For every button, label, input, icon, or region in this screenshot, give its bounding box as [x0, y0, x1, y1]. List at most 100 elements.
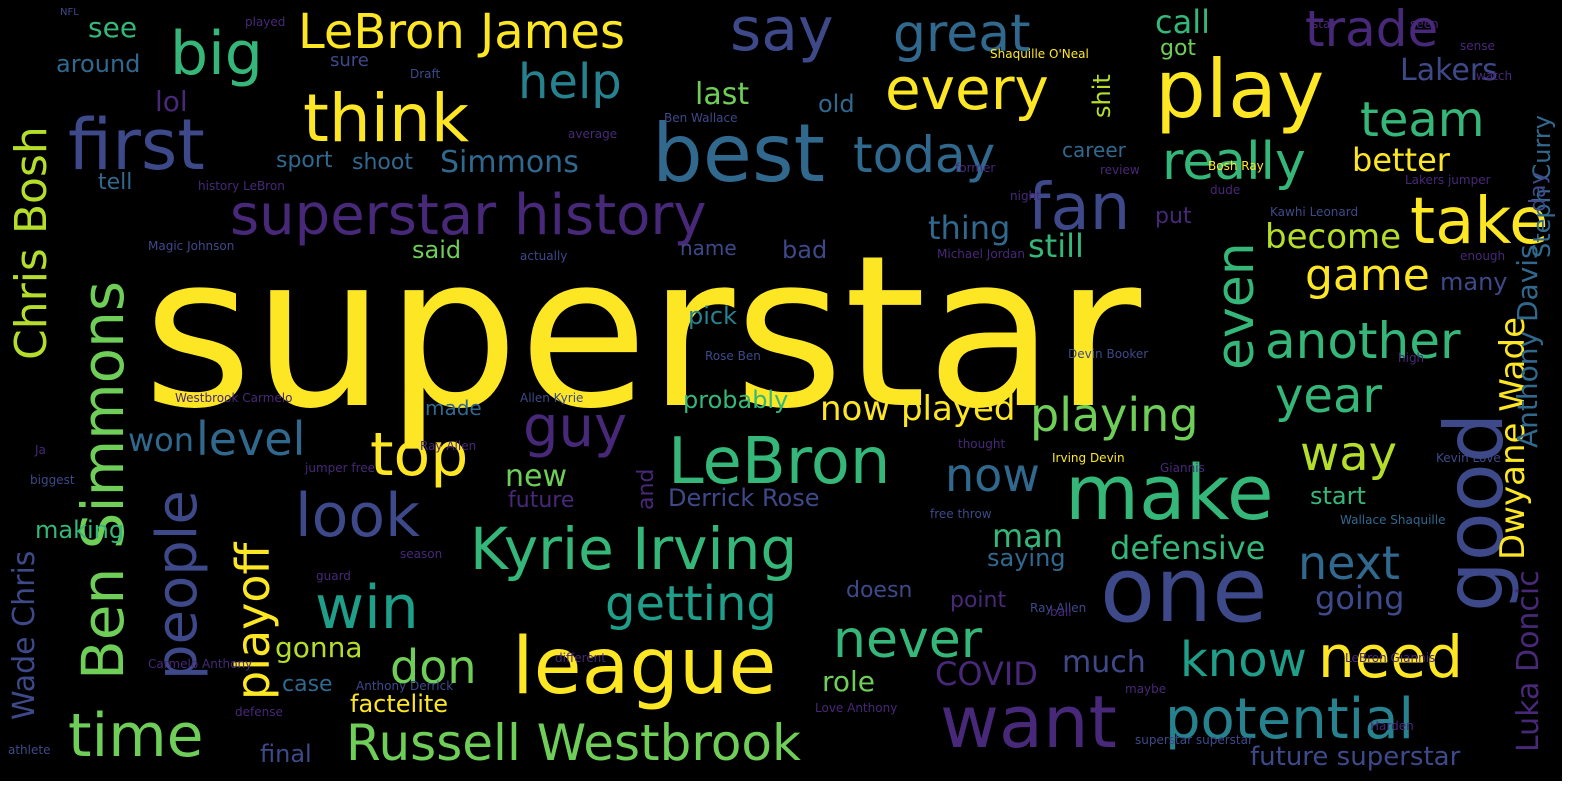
- word: Wallace Shaquille: [1340, 513, 1446, 527]
- word: make: [1065, 448, 1274, 537]
- word: year: [1275, 368, 1383, 424]
- word: Rose Ben: [705, 349, 761, 363]
- word: lol: [155, 85, 188, 118]
- word: star: [1312, 17, 1336, 31]
- word: final: [260, 740, 312, 768]
- word: many: [1440, 268, 1508, 296]
- word: top: [370, 420, 469, 490]
- word: day: [1526, 171, 1551, 212]
- word: history LeBron: [198, 179, 285, 193]
- word: team: [1360, 92, 1485, 148]
- word: said: [412, 236, 462, 264]
- word: former: [955, 161, 996, 175]
- word: Anthony Davis: [1511, 244, 1544, 448]
- word: career: [1062, 138, 1126, 162]
- word: Anthony Derrick: [356, 679, 454, 693]
- word: high: [1398, 351, 1425, 365]
- word: tell: [98, 170, 133, 195]
- word: pick: [688, 302, 737, 330]
- word: Lakers jumper: [1405, 173, 1491, 187]
- word: average: [568, 127, 618, 141]
- word: one: [1100, 538, 1268, 643]
- word: league: [512, 622, 777, 712]
- word: call: [1155, 3, 1210, 41]
- word: Love Anthony: [815, 701, 898, 715]
- word: future superstar: [1250, 742, 1461, 772]
- word: put: [1155, 204, 1192, 229]
- word: superstar history: [230, 183, 707, 248]
- word: enough: [1460, 249, 1506, 263]
- word: win: [315, 573, 419, 643]
- word: guard: [316, 569, 351, 583]
- word: Ray Allen: [420, 439, 477, 453]
- word: Bosh Ray: [1208, 159, 1264, 173]
- word: first: [68, 104, 205, 186]
- word: don: [390, 640, 477, 694]
- word: superstar: [143, 210, 1142, 455]
- word: Draft: [410, 67, 441, 81]
- word: shoot: [352, 150, 413, 175]
- word: next: [1298, 536, 1400, 590]
- word: Magic Johnson: [148, 239, 235, 253]
- word: see: [88, 11, 138, 44]
- word: future: [508, 488, 575, 513]
- word: COVID: [935, 655, 1038, 693]
- word: actually: [520, 249, 568, 263]
- word: watch: [1476, 69, 1513, 83]
- word: Devin Booker: [1068, 347, 1149, 361]
- word: dude: [1210, 183, 1241, 197]
- word: last: [695, 77, 750, 112]
- word: best: [652, 107, 826, 200]
- word: game: [1305, 250, 1430, 301]
- word: potential: [1165, 687, 1415, 752]
- word: Ben Wallace: [664, 111, 738, 125]
- word: defensive: [1110, 529, 1266, 567]
- word: Kevin Love: [1436, 451, 1501, 465]
- word: old: [818, 90, 855, 118]
- word: new: [505, 459, 568, 494]
- word: great: [893, 4, 1031, 64]
- word: much: [1062, 645, 1146, 680]
- word: shit: [1088, 74, 1116, 118]
- word: Harden: [1370, 719, 1414, 733]
- word: every: [885, 55, 1049, 123]
- word: biggest: [30, 473, 75, 487]
- word: never: [833, 610, 983, 670]
- word: Chris Bosh: [6, 126, 57, 360]
- word: NFL: [60, 7, 79, 18]
- word: making: [35, 516, 125, 544]
- word: playoff: [226, 542, 280, 700]
- word: Luka Doncic: [1511, 570, 1546, 752]
- word: Russell Westbrook: [346, 714, 801, 772]
- word: bad: [782, 236, 828, 264]
- word: still: [1028, 227, 1084, 265]
- word: night: [1010, 189, 1041, 203]
- word: point: [950, 588, 1007, 613]
- word: need: [1318, 623, 1463, 691]
- word: doesn: [846, 578, 913, 603]
- word: LeBron James: [298, 4, 625, 60]
- word: LeBron Giannis: [1345, 651, 1436, 665]
- word: Giannis: [1160, 461, 1205, 475]
- word: around: [56, 50, 141, 78]
- word: probably: [683, 386, 789, 414]
- word: sense: [1460, 39, 1495, 53]
- word: Shaquille O'Neal: [990, 47, 1089, 61]
- word: superstar superstar: [1135, 733, 1253, 747]
- word: Allen Kyrie: [520, 391, 584, 405]
- word: Michael Jordan: [937, 247, 1025, 261]
- word: know: [1180, 632, 1307, 688]
- word: think: [303, 80, 470, 157]
- word: Ja: [35, 443, 46, 457]
- word: gonna: [275, 631, 363, 664]
- word: now played: [820, 389, 1016, 429]
- word: become: [1265, 217, 1402, 257]
- word: really: [1162, 132, 1306, 192]
- word: saying: [987, 544, 1066, 572]
- word: thing: [928, 209, 1011, 247]
- word: level: [196, 412, 306, 466]
- word: playing: [1030, 388, 1199, 442]
- word: sure: [330, 50, 369, 71]
- word: athlete: [8, 743, 51, 757]
